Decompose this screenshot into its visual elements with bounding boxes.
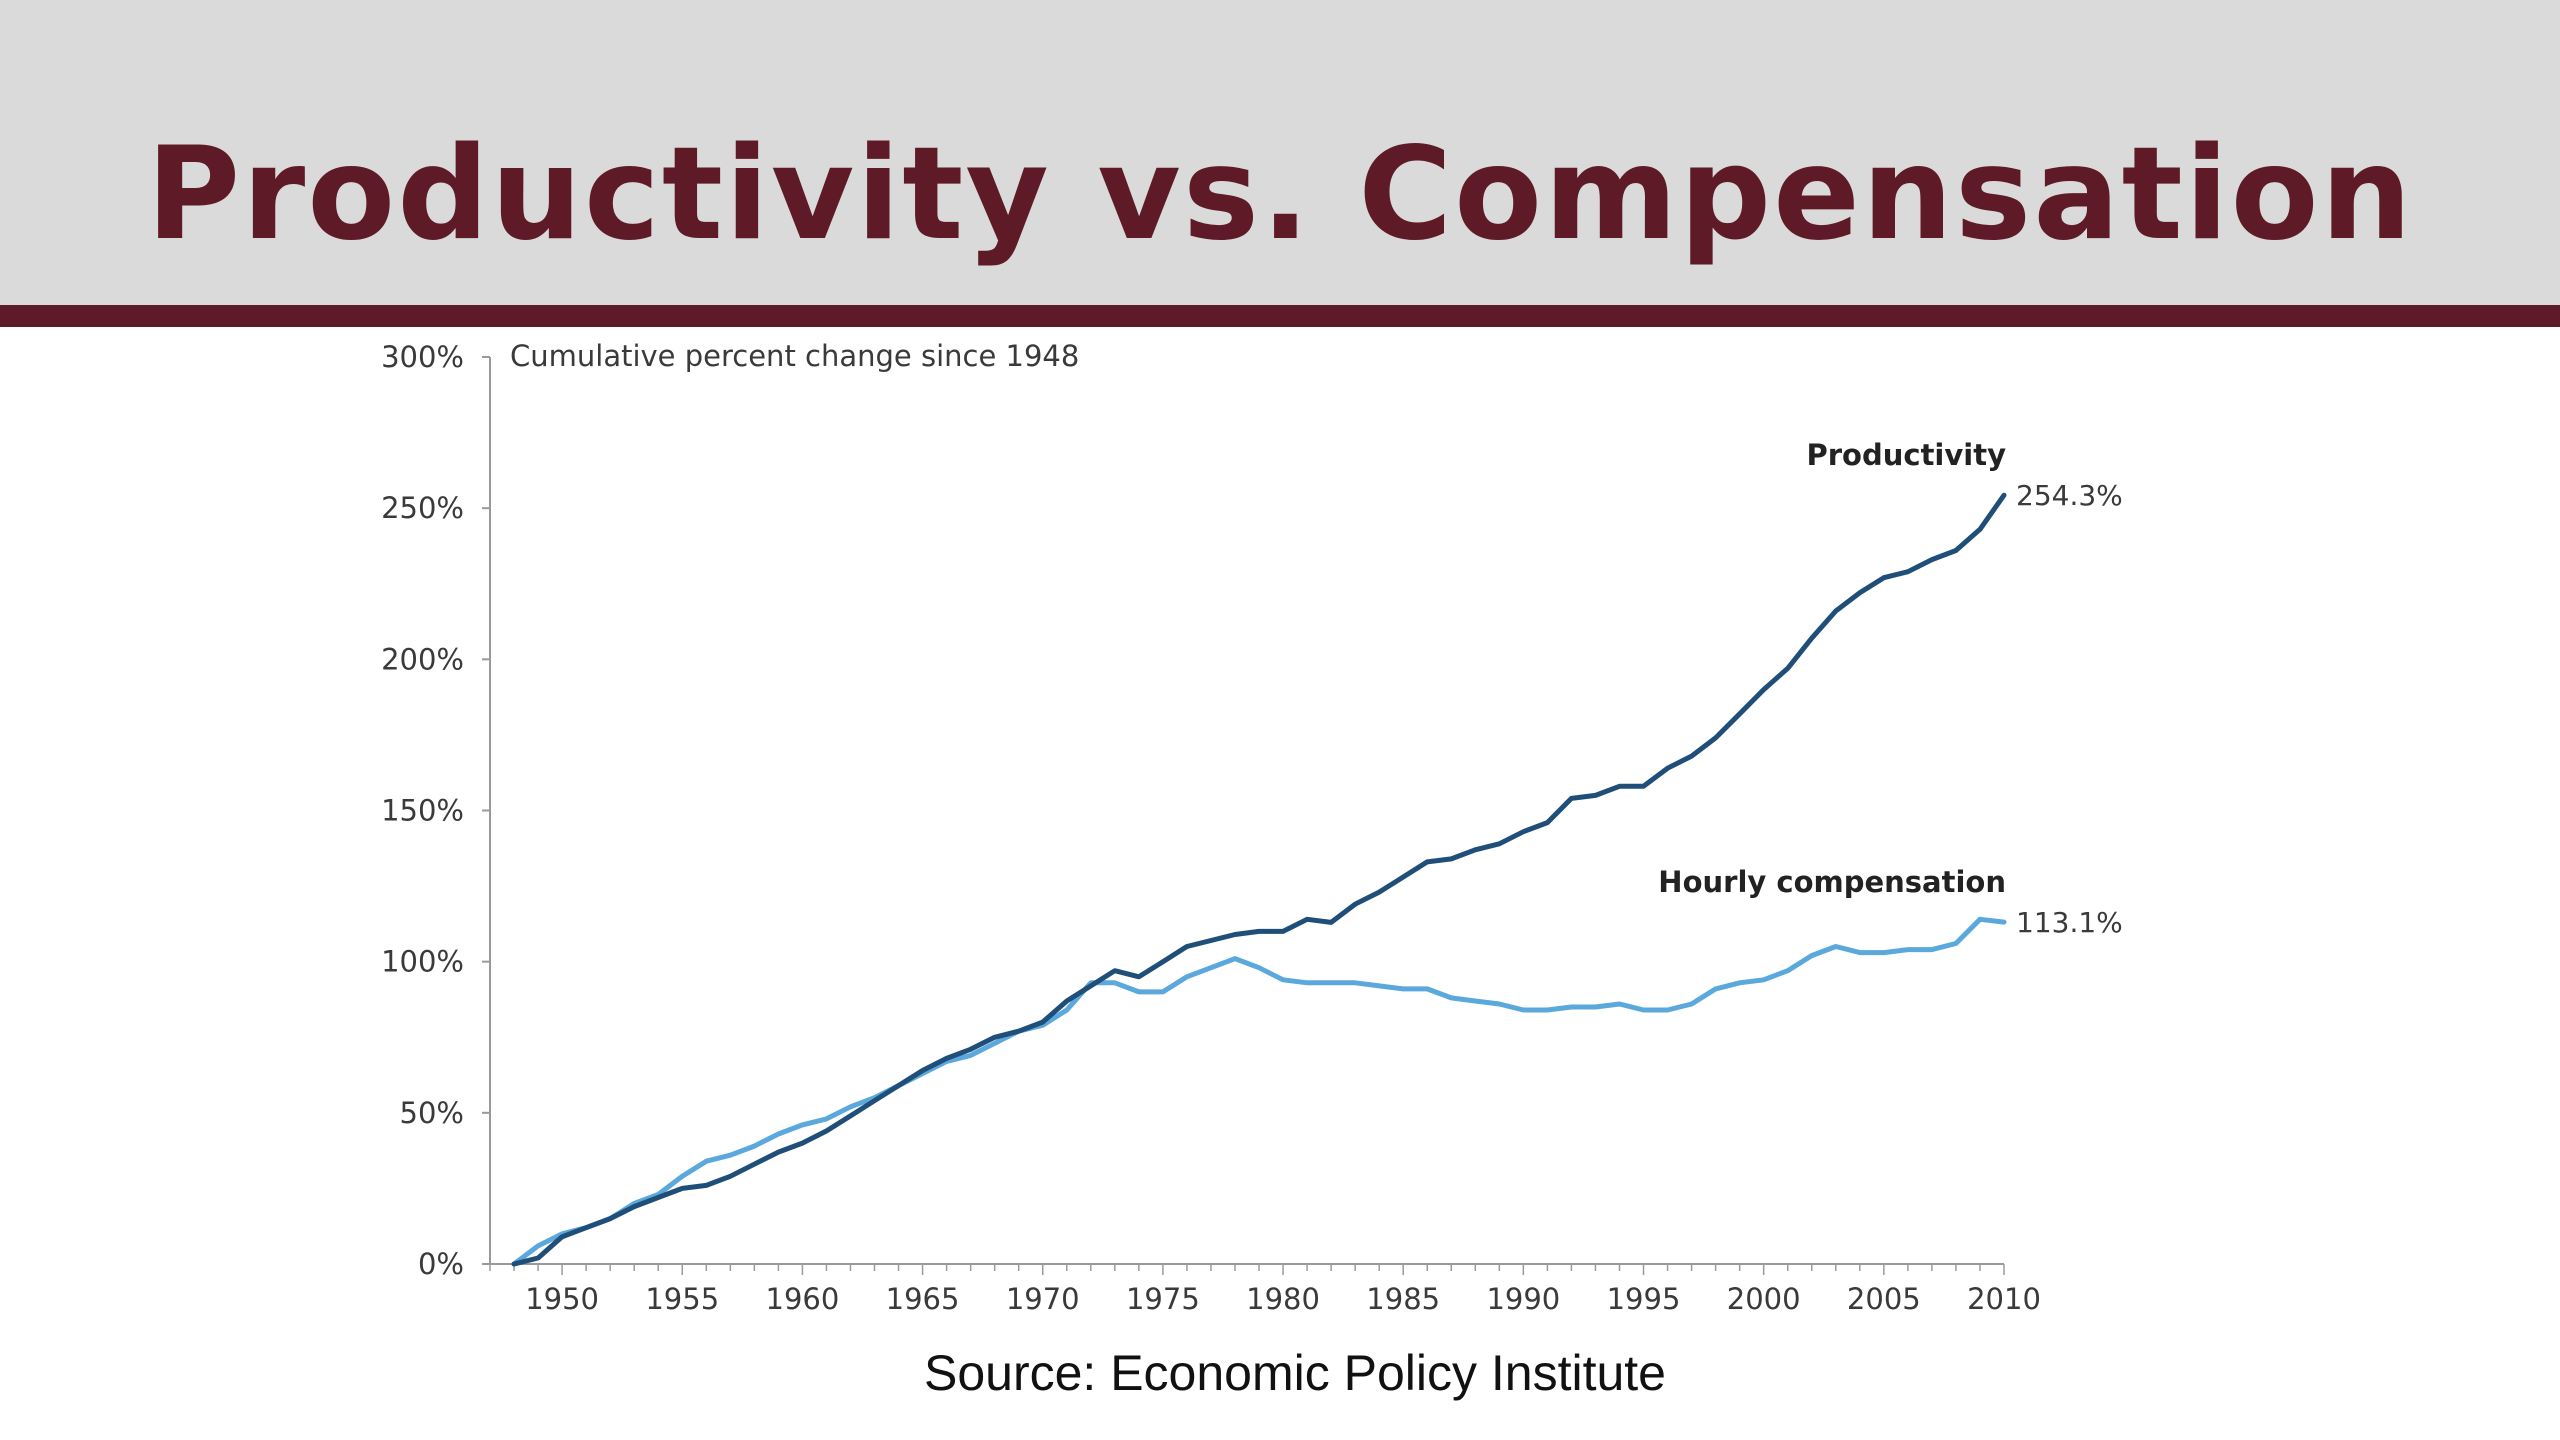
- y-tick-label: 150%: [381, 794, 464, 828]
- chart-series: [511, 492, 2007, 1267]
- line-chart: Cumulative percent change since 1948 0% 5…: [381, 339, 2123, 1316]
- x-tick-label: 1975: [1126, 1282, 1200, 1316]
- slide-title: Productivity vs. Compensation: [146, 120, 2414, 269]
- y-tick-label: 50%: [400, 1096, 464, 1130]
- chart-axes: 0% 50% 100% 150% 200% 250% 300% 1950 1955 1960 196…: [381, 340, 2041, 1316]
- x-tick-label: 1995: [1607, 1282, 1681, 1316]
- header-divider: [0, 305, 2560, 327]
- x-tick-label: 1955: [645, 1282, 719, 1316]
- x-tick-label: 1960: [766, 1282, 840, 1316]
- x-tick-label: 1970: [1006, 1282, 1080, 1316]
- hourly-compensation-line: [511, 916, 2007, 1267]
- hourly-compensation-series-label: Hourly compensation: [1658, 865, 2006, 899]
- x-tick-label: 1950: [525, 1282, 599, 1316]
- x-tick-label: 1980: [1246, 1282, 1320, 1316]
- productivity-series-label: Productivity: [1807, 438, 2007, 472]
- y-tick-label: 0%: [418, 1247, 464, 1281]
- y-tick-label: 300%: [381, 340, 464, 374]
- chart-subtitle: Cumulative percent change since 1948: [510, 339, 1079, 373]
- slide-header: Productivity vs. Compensation: [0, 0, 2560, 305]
- x-tick-label: 2005: [1847, 1282, 1921, 1316]
- x-tick-label: 2000: [1727, 1282, 1801, 1316]
- chart-series-labels: Productivity 254.3% Hourly compensation 113…: [1658, 438, 2122, 939]
- x-tick-label: 1965: [886, 1282, 960, 1316]
- x-tick-label: 1985: [1366, 1282, 1440, 1316]
- x-tick-label: 2010: [1967, 1282, 2041, 1316]
- y-tick-label: 250%: [381, 491, 464, 525]
- y-tick-label: 200%: [381, 642, 464, 676]
- hourly-compensation-end-value: 113.1%: [2016, 906, 2123, 939]
- x-tick-label: 1990: [1486, 1282, 1560, 1316]
- y-tick-label: 100%: [381, 945, 464, 979]
- productivity-line: [511, 492, 2007, 1267]
- source-caption: Source: Economic Policy Institute: [924, 1345, 1666, 1401]
- productivity-end-value: 254.3%: [2016, 479, 2123, 512]
